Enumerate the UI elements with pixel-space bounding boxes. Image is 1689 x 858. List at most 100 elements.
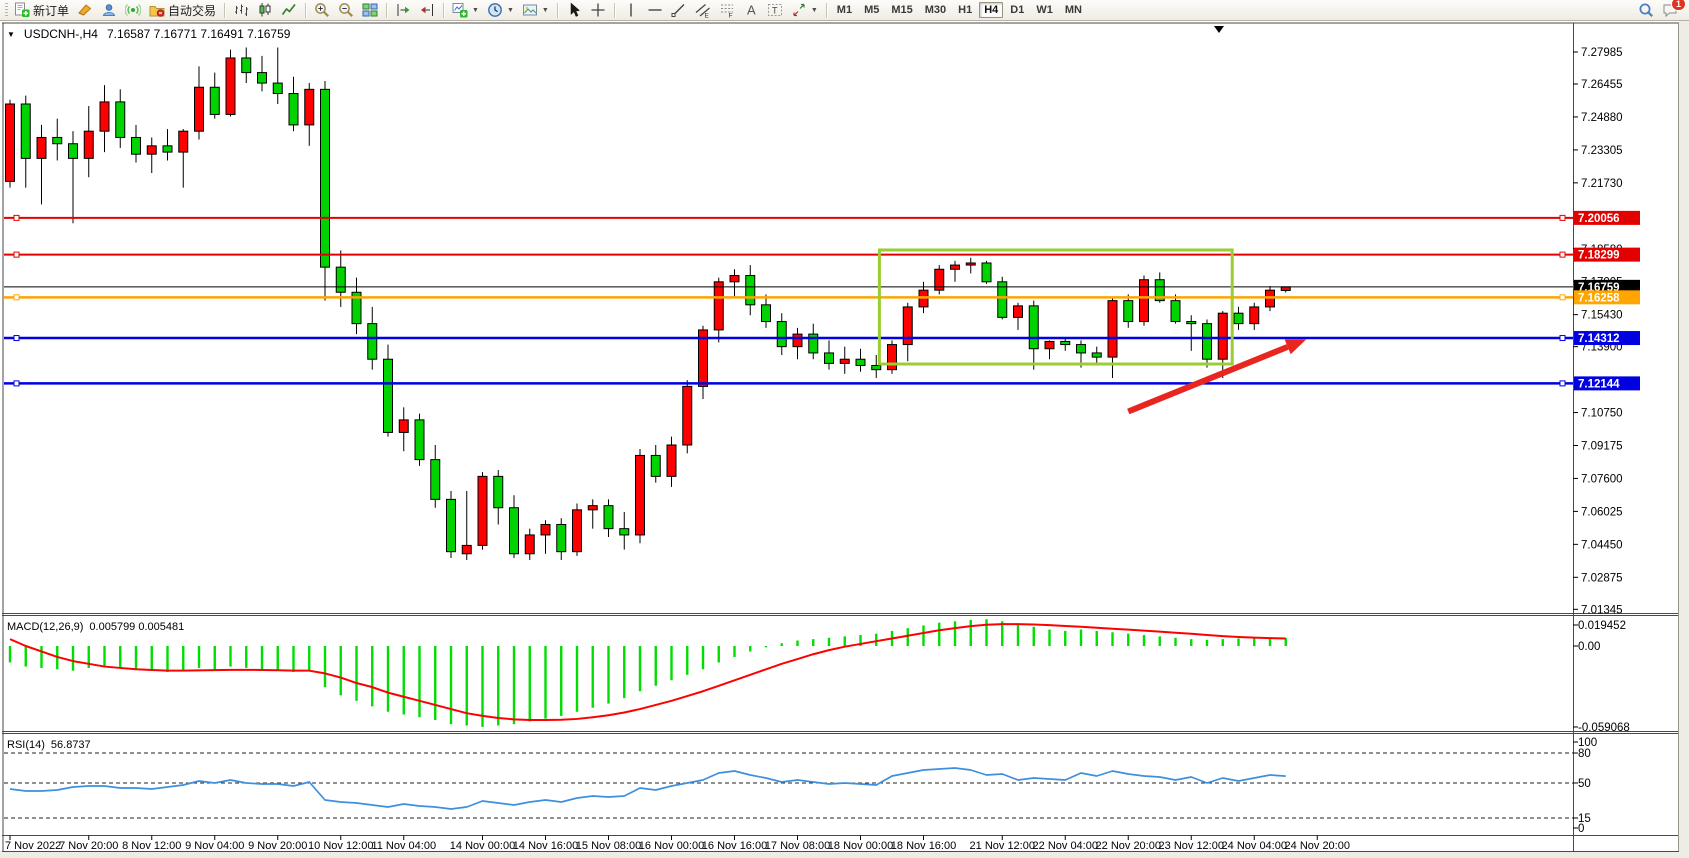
dropdown-arrow-icon[interactable]: ▼ <box>506 6 514 14</box>
tf-m30[interactable]: M30 <box>924 4 947 16</box>
time-axis-label[interactable]: 8 Nov 12:00 <box>122 840 181 852</box>
trendline-button[interactable] <box>668 0 690 20</box>
community-button[interactable] <box>98 0 120 20</box>
text-label-button[interactable]: T <box>764 0 786 20</box>
crosshair-button[interactable] <box>587 0 609 20</box>
trend-arrow-shaft[interactable] <box>1127 344 1289 415</box>
candlestick-chart-button[interactable] <box>254 0 276 20</box>
time-axis-label[interactable]: 23 Nov 12:00 <box>1159 840 1224 852</box>
resistance-line-handle[interactable] <box>1559 214 1566 221</box>
rsi-axis-label[interactable]: 15 <box>1578 813 1591 825</box>
line-chart-button[interactable] <box>278 0 300 20</box>
resistance-line-handle[interactable] <box>1559 251 1566 258</box>
tf-mn[interactable]: MN <box>1064 4 1082 16</box>
time-axis-label[interactable]: 9 Nov 20:00 <box>248 840 307 852</box>
signals-button[interactable] <box>122 0 144 20</box>
period-button[interactable]: ▼ <box>484 0 517 20</box>
time-axis-label[interactable]: 16 Nov 00:00 <box>639 840 704 852</box>
time-axis-label[interactable]: 15 Nov 08:00 <box>576 840 641 852</box>
chart-menu-icon[interactable]: ▼ <box>7 29 15 39</box>
rsi-axis-label[interactable]: 80 <box>1578 748 1591 760</box>
tf-h4[interactable]: H4 <box>979 2 1004 18</box>
time-axis-label[interactable]: 22 Nov 04:00 <box>1033 840 1098 852</box>
support-line-handle[interactable] <box>1559 380 1566 387</box>
text-button[interactable]: A <box>740 0 762 20</box>
fibonacci-button[interactable]: F <box>716 0 738 20</box>
price-axis-label[interactable]: 7.21730 <box>1581 178 1623 190</box>
time-axis-label[interactable]: 11 Nov 04:00 <box>371 840 436 852</box>
tf-m15[interactable]: M15 <box>891 4 913 16</box>
level-line-handle[interactable] <box>1559 294 1566 301</box>
resistance-line-handle[interactable] <box>13 214 20 221</box>
chat-button[interactable]: 1 <box>1659 0 1686 20</box>
tile-windows-button[interactable] <box>359 0 381 20</box>
tf-m1[interactable]: M1 <box>836 4 853 16</box>
resistance-line-handle[interactable] <box>13 251 20 258</box>
tf-m5[interactable]: M5 <box>864 4 880 16</box>
time-axis-label[interactable]: 14 Nov 00:00 <box>450 840 515 852</box>
auto-scroll-button[interactable] <box>392 0 414 20</box>
zoom-in-button[interactable] <box>311 0 333 20</box>
rsi-axis-label[interactable]: 100 <box>1578 737 1597 749</box>
time-axis-label[interactable]: 17 Nov 08:00 <box>765 840 830 852</box>
dropdown-arrow-icon[interactable]: ▼ <box>810 6 818 14</box>
support-line-handle[interactable] <box>13 335 20 342</box>
arrows-button[interactable]: ▼ <box>788 0 821 20</box>
time-axis-label[interactable]: 18 Nov 16:00 <box>891 840 956 852</box>
price-axis-label[interactable]: 7.10750 <box>1581 408 1623 420</box>
time-axis-label[interactable]: 24 Nov 20:00 <box>1285 840 1350 852</box>
support-line-handle[interactable] <box>13 380 20 387</box>
time-axis-label[interactable]: 24 Nov 04:00 <box>1222 840 1287 852</box>
chart-canvas[interactable]: 7.279857.264557.248807.233057.217307.185… <box>0 21 1689 858</box>
price-axis-label[interactable]: 7.23305 <box>1581 145 1623 157</box>
templates-button[interactable]: ▼ <box>519 0 552 20</box>
price-axis-label[interactable]: 7.02875 <box>1581 572 1623 584</box>
price-axis-label[interactable]: 7.01345 <box>1581 604 1623 616</box>
time-axis-label[interactable]: 7 Nov 2022 <box>5 840 61 852</box>
time-axis-label[interactable]: 22 Nov 20:00 <box>1096 840 1161 852</box>
price-axis-label[interactable]: 7.26455 <box>1581 79 1623 91</box>
chart-shift-button[interactable] <box>416 0 438 20</box>
time-axis-label[interactable]: 7 Nov 20:00 <box>59 840 118 852</box>
new-order-button[interactable]: 新订单 <box>11 0 72 20</box>
support-line-handle[interactable] <box>1559 335 1566 342</box>
time-axis-label[interactable]: 9 Nov 04:00 <box>185 840 244 852</box>
tf-w1[interactable]: W1 <box>1036 4 1053 16</box>
tf-d1[interactable]: D1 <box>1010 4 1025 16</box>
macd-axis-label[interactable]: 0.00 <box>1578 641 1600 653</box>
tf-h1[interactable]: H1 <box>958 4 973 16</box>
dropdown-arrow-icon[interactable]: ▼ <box>541 6 549 14</box>
vertical-line-button[interactable] <box>620 0 642 20</box>
new-chart-button[interactable]: ▼ <box>449 0 482 20</box>
price-axis-label[interactable]: 7.06025 <box>1581 506 1623 518</box>
horizontal-line-button[interactable] <box>644 0 666 20</box>
channel-button[interactable]: E <box>692 0 714 20</box>
consolidation-box[interactable] <box>877 248 1234 366</box>
chart-shift-marker[interactable] <box>1214 26 1224 33</box>
price-axis-label[interactable]: 7.27985 <box>1581 47 1623 59</box>
main-chart-plot[interactable] <box>4 24 1573 614</box>
price-axis-label[interactable]: 7.09175 <box>1581 441 1623 453</box>
time-axis-label[interactable]: 14 Nov 16:00 <box>513 840 578 852</box>
level-line-handle[interactable] <box>13 294 20 301</box>
dropdown-arrow-icon[interactable]: ▼ <box>472 6 479 14</box>
time-axis-label[interactable]: 16 Nov 16:00 <box>702 840 767 852</box>
trend-arrow-head[interactable] <box>1284 339 1307 355</box>
macd-axis-label[interactable]: 0.019452 <box>1578 620 1626 632</box>
price-axis-label[interactable]: 7.07600 <box>1581 473 1623 485</box>
bar-chart-button[interactable] <box>230 0 252 20</box>
zoom-out-button[interactable] <box>335 0 357 20</box>
search-button[interactable] <box>1635 0 1657 20</box>
auto-trading-button[interactable]: 自动交易 <box>146 0 219 20</box>
rsi-axis-label[interactable]: 0 <box>1578 823 1584 835</box>
rsi-axis-label[interactable]: 50 <box>1578 778 1591 790</box>
macd-axis-label[interactable]: -0.059068 <box>1578 722 1630 734</box>
time-axis-label[interactable]: 21 Nov 12:00 <box>970 840 1035 852</box>
price-axis-label[interactable]: 7.15430 <box>1581 310 1623 322</box>
time-axis-label[interactable]: 18 Nov 00:00 <box>828 840 893 852</box>
cursor-button[interactable] <box>563 0 585 20</box>
time-axis-label[interactable]: 10 Nov 12:00 <box>308 840 373 852</box>
price-axis-label[interactable]: 7.04450 <box>1581 539 1623 551</box>
highlighter-button[interactable] <box>74 0 96 20</box>
price-axis-label[interactable]: 7.24880 <box>1581 112 1623 124</box>
